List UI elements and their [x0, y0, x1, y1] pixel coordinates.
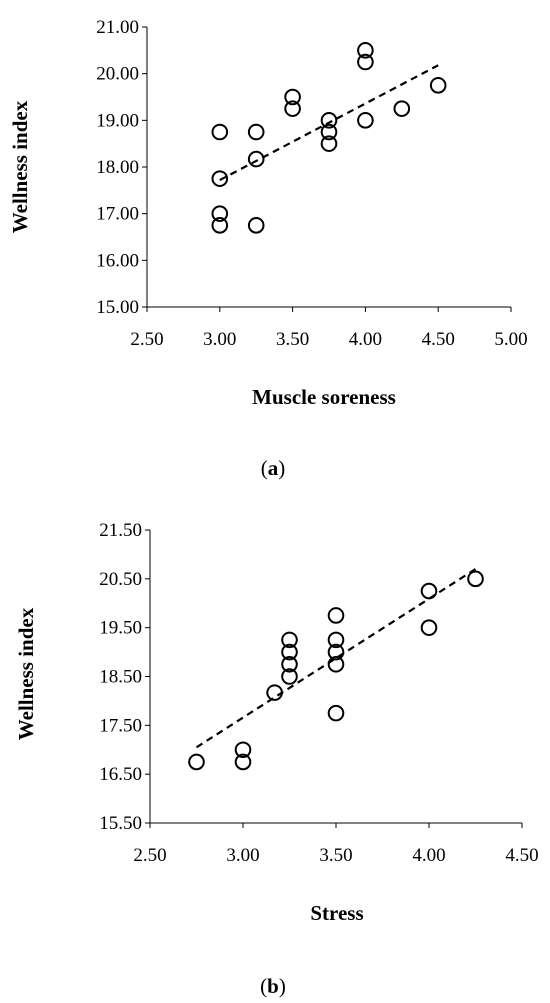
- chart-b-point: [234, 753, 252, 771]
- chart-a-y-tick-label: 17.00: [96, 204, 139, 225]
- chart-b-y-tick-label: 18.50: [99, 667, 142, 688]
- chart-a-y-tick-label: 21.00: [96, 17, 139, 38]
- chart-a: 15.00 16.00 17.00 18.00 19.00 20.00 21.00 2.50 3…: [8, 17, 528, 480]
- chart-a-x-tick-label: 4.50: [422, 329, 455, 350]
- chart-a-point: [320, 123, 338, 141]
- chart-b-y-tick-label: 15.50: [99, 813, 142, 834]
- chart-a-point: [320, 135, 338, 152]
- chart-b-point: [327, 704, 345, 722]
- chart-a-caption-letter: a: [268, 456, 279, 480]
- chart-a-caption: (a): [261, 456, 286, 480]
- chart-b-y-tick-label: 21.50: [99, 520, 142, 541]
- chart-b-caption-letter: b: [267, 974, 279, 998]
- chart-b-point: [234, 741, 252, 759]
- chart-a-point: [284, 100, 301, 117]
- chart-a-point: [284, 88, 301, 106]
- chart-b-xlabel: Stress: [310, 901, 363, 925]
- chart-a-point: [357, 112, 374, 129]
- chart-a-x-tick-label: 3.50: [276, 329, 309, 350]
- chart-b-point: [281, 655, 298, 673]
- chart-b-y-tick-label: 17.50: [99, 715, 142, 736]
- chart-a-y-tick-label: 18.00: [96, 157, 139, 178]
- chart-a-point: [211, 123, 229, 141]
- chart-a-y-tick-label: 19.00: [96, 110, 139, 131]
- chart-a-trendline: [219, 64, 439, 182]
- chart-b-point: [281, 668, 298, 685]
- chart-a-x-tick-label: 2.50: [130, 329, 163, 350]
- chart-a-ylabel: Wellness index: [8, 100, 32, 233]
- chart-b-point: [327, 643, 345, 661]
- chart-b-point: [188, 753, 205, 771]
- chart-b-point: [281, 631, 298, 649]
- chart-b: 15.50 16.50 17.50 18.50 19.50 20.50 21.50 2.50 3…: [14, 520, 539, 998]
- chart-b-ylabel: Wellness index: [14, 607, 38, 740]
- chart-b-point: [467, 570, 484, 588]
- chart-b-caption: (b): [260, 974, 286, 998]
- chart-b-x-tick-label: 3.00: [226, 845, 259, 866]
- chart-a-point: [393, 100, 411, 117]
- chart-a-point: [247, 150, 265, 168]
- chart-a-xlabel: Muscle soreness: [252, 385, 396, 409]
- chart-a-point: [247, 123, 265, 141]
- chart-a-point: [320, 112, 338, 129]
- chart-a-point: [247, 217, 265, 234]
- chart-a-point: [429, 77, 447, 94]
- chart-a-point: [211, 217, 229, 234]
- chart-a-point: [211, 205, 229, 222]
- chart-a-y-tick-label: 16.00: [96, 250, 139, 271]
- chart-b-marks: 15.50 16.50 17.50 18.50 19.50 20.50 21.50 2.50 3…: [99, 520, 538, 866]
- chart-a-x-tick-label: 4.00: [349, 329, 382, 350]
- chart-b-point: [327, 655, 345, 673]
- chart-b-y-tick-label: 20.50: [99, 569, 142, 590]
- chart-b-point: [420, 582, 438, 600]
- chart-b-point: [327, 631, 345, 649]
- chart-b-point: [266, 684, 283, 701]
- chart-a-x-tick-label: 5.00: [494, 329, 527, 350]
- chart-a-point: [211, 170, 229, 187]
- chart-b-point: [281, 643, 298, 661]
- chart-a-point: [357, 42, 374, 59]
- chart-b-y-tick-label: 16.50: [99, 764, 142, 785]
- chart-b-x-tick-label: 4.50: [505, 845, 538, 866]
- chart-b-y-tick-label: 19.50: [99, 618, 142, 639]
- chart-b-x-tick-label: 2.50: [133, 845, 166, 866]
- chart-a-x-tick-label: 3.00: [203, 329, 236, 350]
- chart-b-point: [327, 607, 345, 624]
- chart-a-marks: 15.00 16.00 17.00 18.00 19.00 20.00 21.00 2.50 3…: [96, 17, 527, 350]
- chart-b-point: [420, 619, 438, 636]
- chart-a-y-tick-label: 20.00: [96, 64, 139, 85]
- chart-b-x-tick-label: 4.00: [412, 845, 445, 866]
- chart-a-y-tick-label: 15.00: [96, 297, 139, 318]
- chart-b-x-tick-label: 3.50: [319, 845, 352, 866]
- chart-a-point: [357, 53, 374, 71]
